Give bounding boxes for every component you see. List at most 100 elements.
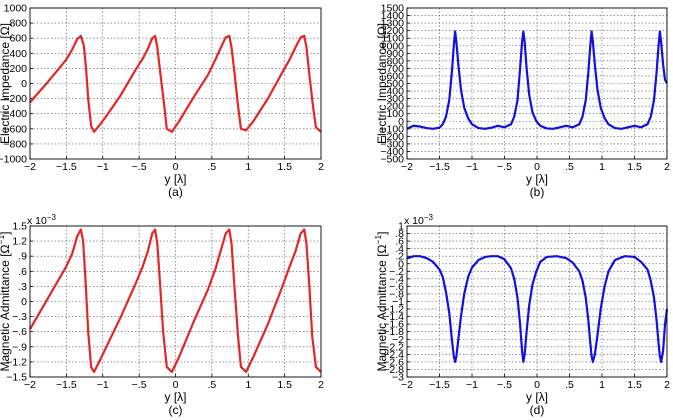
panel-caption: (d) <box>530 403 545 417</box>
series-line <box>406 255 669 363</box>
x-tick-label: −.5 <box>132 161 147 173</box>
x-tick-label: −.5 <box>132 379 147 391</box>
y-tick-label: 1 <box>398 221 404 233</box>
y-tick-label: 1.2 <box>12 236 27 248</box>
y-axis-label: Magnetic Admittance [Ω−1] <box>373 231 389 371</box>
x-tick-label: −2 <box>401 161 413 173</box>
panel-d: −2 −1.5 −1 −.5 0.5 1 1.5 2−3−2.8−2.6−2.4−2.2−2−… <box>373 213 670 417</box>
y-tick-label: −.9 <box>12 341 27 353</box>
x-axis-label: y [λ] <box>526 172 548 186</box>
y-tick-label: −2.6 <box>383 356 404 368</box>
y-tick-label: .2 <box>395 251 404 263</box>
y-tick-label: 600 <box>386 70 404 82</box>
y-axis-label-end: ] <box>375 231 389 234</box>
x-tick-label: −1.5 <box>429 379 450 391</box>
y-axis-label-end: ] <box>0 231 12 234</box>
y-tick-label: 0 <box>398 116 404 128</box>
x-tick-label: −1 <box>466 379 478 391</box>
y-axis-label: Electric Impedance [Ω] <box>375 23 389 144</box>
y-axis-label: Electric Impedance [Ω] <box>0 23 12 144</box>
plot-frame <box>29 225 322 378</box>
x-tick-label: −2 <box>24 379 36 391</box>
x-tick-label: 1 <box>245 161 251 173</box>
x-tick-label: 2 <box>664 379 670 391</box>
y-tick-label: −2.2 <box>383 341 404 353</box>
y-tick-label: 200 <box>386 101 404 113</box>
y-tick-label: 300 <box>386 93 404 105</box>
y-tick-label: −1.2 <box>383 304 404 316</box>
y-tick-label: −1.8 <box>383 326 404 338</box>
y-tick-label: −1000 <box>0 154 27 166</box>
y-tick-label: −3 <box>392 372 404 384</box>
y-tick-label: 100 <box>386 108 404 120</box>
y-tick-label: −.4 <box>389 273 404 285</box>
panel-b: −2 −1.5 −1 −.5 0.5 1 1.5 2−500−400−300−200−1000… <box>375 3 670 200</box>
y-tick-label: −.8 <box>389 288 404 300</box>
y-tick-label: −1.5 <box>6 372 27 384</box>
x-tick-label: −.5 <box>497 379 512 391</box>
x-tick-label: −2 <box>24 161 36 173</box>
x-tick-label: 1 <box>599 161 605 173</box>
y-tick-label: 800 <box>9 18 27 30</box>
y-tick-label: −300 <box>380 138 404 150</box>
y-tick-label: 1000 <box>381 40 405 52</box>
y-tick-label: .6 <box>395 236 404 248</box>
axis-multiplier: x 10−3 <box>404 213 434 227</box>
y-tick-label: −.6 <box>12 326 27 338</box>
y-tick-label: −.6 <box>389 281 404 293</box>
y-tick-label: 600 <box>9 33 27 45</box>
y-tick-label: −100 <box>380 123 404 135</box>
x-tick-label: −1 <box>97 161 109 173</box>
y-tick-label: −400 <box>380 146 404 158</box>
y-tick-label: 1100 <box>381 33 404 45</box>
x-tick-label: 1.5 <box>627 379 642 391</box>
y-tick-label: −600 <box>3 123 27 135</box>
panel-c: −2 −1.5 −1 −.5 0.5 1 1.5 2−1.5−1.2−.9−.6−.30.3.… <box>0 213 324 417</box>
plot-frame <box>406 7 668 160</box>
x-tick-label: 1 <box>599 379 605 391</box>
x-tick-label: −1 <box>466 161 478 173</box>
x-tick-label: 0 <box>173 379 179 391</box>
y-tick-label: −1.2 <box>6 356 27 368</box>
axis-multiplier-exponent: −3 <box>424 213 434 222</box>
y-tick-label: −.3 <box>12 311 27 323</box>
y-axis-label: Magnetic Admittance [Ω−1] <box>0 231 12 371</box>
series-line <box>406 30 668 130</box>
y-tick-label: −2.4 <box>383 349 404 361</box>
x-tick-label: 1.5 <box>627 161 642 173</box>
x-tick-label: 2 <box>664 161 670 173</box>
y-tick-label: −200 <box>3 93 27 105</box>
y-tick-label: .9 <box>18 251 27 263</box>
y-tick-label: .4 <box>395 243 404 255</box>
y-tick-label: 200 <box>9 63 27 75</box>
y-tick-label: −1.4 <box>383 311 404 323</box>
axis-multiplier: x 10−3 <box>27 213 57 227</box>
y-tick-label: −800 <box>3 138 27 150</box>
y-tick-label: 500 <box>386 78 404 90</box>
panel-caption: (a) <box>168 185 183 199</box>
y-tick-label: −2.8 <box>383 364 404 376</box>
x-tick-label: −1.5 <box>429 161 450 173</box>
y-tick-label: 0 <box>21 78 27 90</box>
x-tick-label: 2 <box>318 161 324 173</box>
x-tick-label: .5 <box>565 379 574 391</box>
x-axis-label: y [λ] <box>526 390 548 404</box>
y-tick-label: 1500 <box>381 3 405 15</box>
y-tick-label: −1 <box>392 296 404 308</box>
x-tick-label: 1.5 <box>277 379 292 391</box>
y-axis-label-exponent: −1 <box>0 235 6 245</box>
y-tick-label: 1200 <box>381 25 405 37</box>
y-tick-label: 400 <box>386 86 404 98</box>
y-tick-label: 800 <box>386 55 404 67</box>
y-tick-label: 0 <box>21 296 27 308</box>
y-tick-label: 700 <box>386 63 404 75</box>
y-tick-label: 400 <box>9 48 27 60</box>
axis-multiplier-exponent: −3 <box>47 213 57 222</box>
series-line <box>29 34 322 133</box>
x-tick-label: 1.5 <box>277 161 292 173</box>
panel-caption: (c) <box>169 403 183 417</box>
x-axis-label: y [λ] <box>164 390 186 404</box>
x-tick-label: 2 <box>318 379 324 391</box>
x-tick-label: 0 <box>534 161 540 173</box>
